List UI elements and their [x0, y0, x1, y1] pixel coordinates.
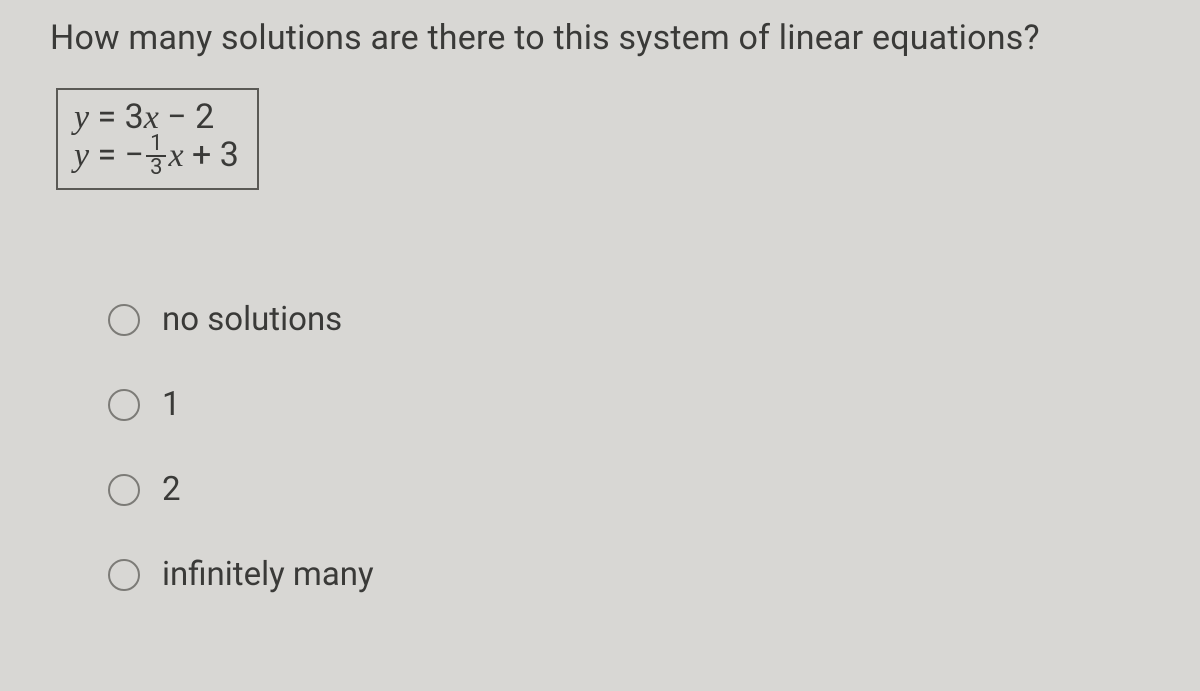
- radio-icon[interactable]: [108, 304, 140, 336]
- eq2-y: y: [74, 137, 89, 174]
- radio-icon[interactable]: [108, 389, 140, 421]
- fraction: 13: [146, 134, 166, 179]
- option-label: 2: [162, 470, 181, 509]
- eq2-tail: + 3: [184, 135, 239, 175]
- radio-icon[interactable]: [108, 474, 140, 506]
- fraction-denominator: 3: [146, 157, 166, 179]
- option-2[interactable]: 2: [108, 470, 1150, 509]
- option-label: infinitely many: [162, 555, 374, 594]
- option-infinitely-many[interactable]: infinitely many: [108, 555, 1150, 594]
- options-group: no solutions 1 2 infinitely many: [108, 300, 1150, 594]
- eq2-equals: = −: [89, 135, 144, 175]
- eq2-x: x: [168, 137, 183, 174]
- option-no-solutions[interactable]: no solutions: [108, 300, 1150, 339]
- eq1-tail: − 2: [159, 97, 214, 137]
- option-label: no solutions: [162, 300, 342, 339]
- question-container: How many solutions are there to this sys…: [0, 0, 1200, 680]
- eq1-y: y: [74, 99, 89, 136]
- equation-box: y = 3 x − 2 y = −13x + 3: [56, 88, 259, 190]
- fraction-numerator: 1: [146, 134, 166, 157]
- option-label: 1: [162, 385, 181, 424]
- equation-2: y = −13x + 3: [74, 136, 239, 181]
- option-1[interactable]: 1: [108, 385, 1150, 424]
- eq1-equals: = 3: [89, 97, 144, 137]
- question-text: How many solutions are there to this sys…: [50, 18, 1150, 58]
- radio-icon[interactable]: [108, 559, 140, 591]
